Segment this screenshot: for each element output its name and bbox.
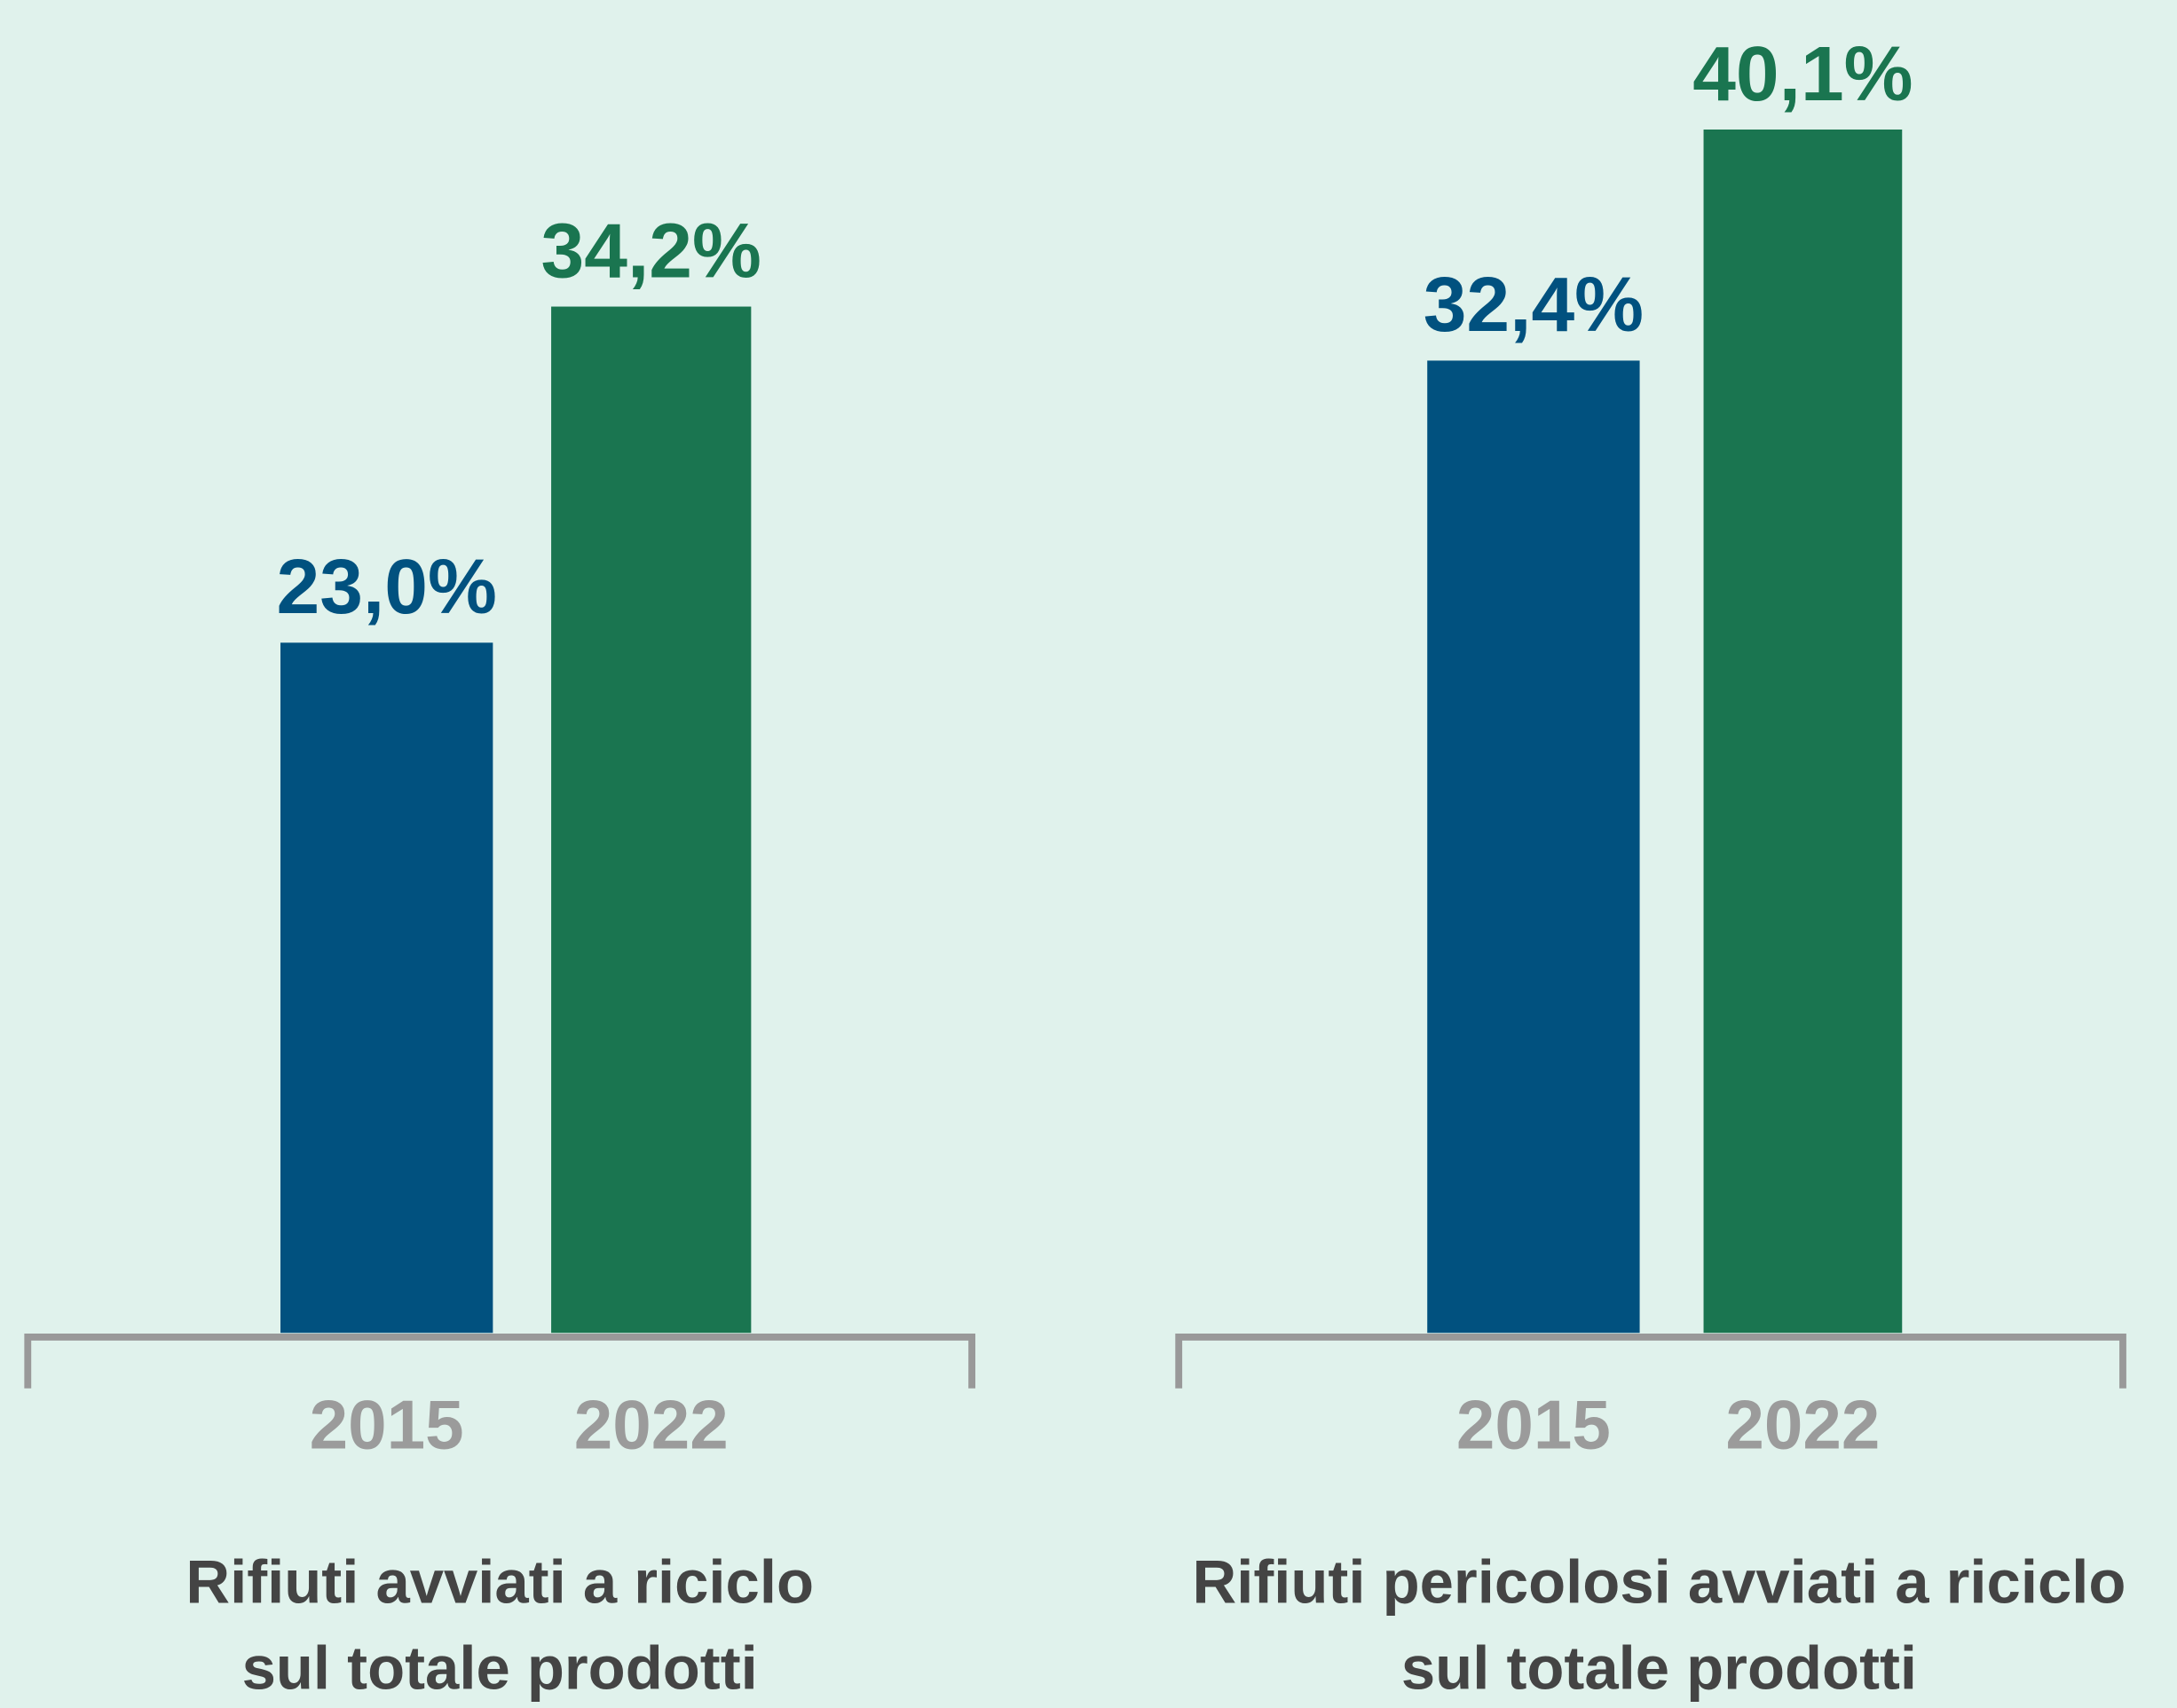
chart-title: sul totale prodotti (242, 1634, 758, 1703)
x-tick-label: 2022 (1725, 1385, 1880, 1463)
axis-bracket (24, 1334, 976, 1389)
value-label: 40,1% (1692, 30, 1913, 117)
chart-title: Rifiuti pericolosi avviati a riciclo (1193, 1548, 2126, 1617)
bar (280, 642, 493, 1334)
bar (1427, 360, 1640, 1334)
bar (1703, 129, 1903, 1334)
value-label: 23,0% (277, 543, 497, 630)
x-tick-label: 2015 (1456, 1385, 1611, 1463)
chart-title: sul totale prodotti (1401, 1634, 1917, 1703)
x-tick-label: 2022 (574, 1385, 729, 1463)
x-tick-label: 2015 (310, 1385, 464, 1463)
chart-title: Rifiuti avviati a riciclo (185, 1548, 814, 1617)
value-label: 34,2% (541, 207, 761, 294)
axis-bracket (1175, 1334, 2126, 1389)
value-label: 32,4% (1424, 261, 1644, 348)
bar (551, 306, 752, 1334)
